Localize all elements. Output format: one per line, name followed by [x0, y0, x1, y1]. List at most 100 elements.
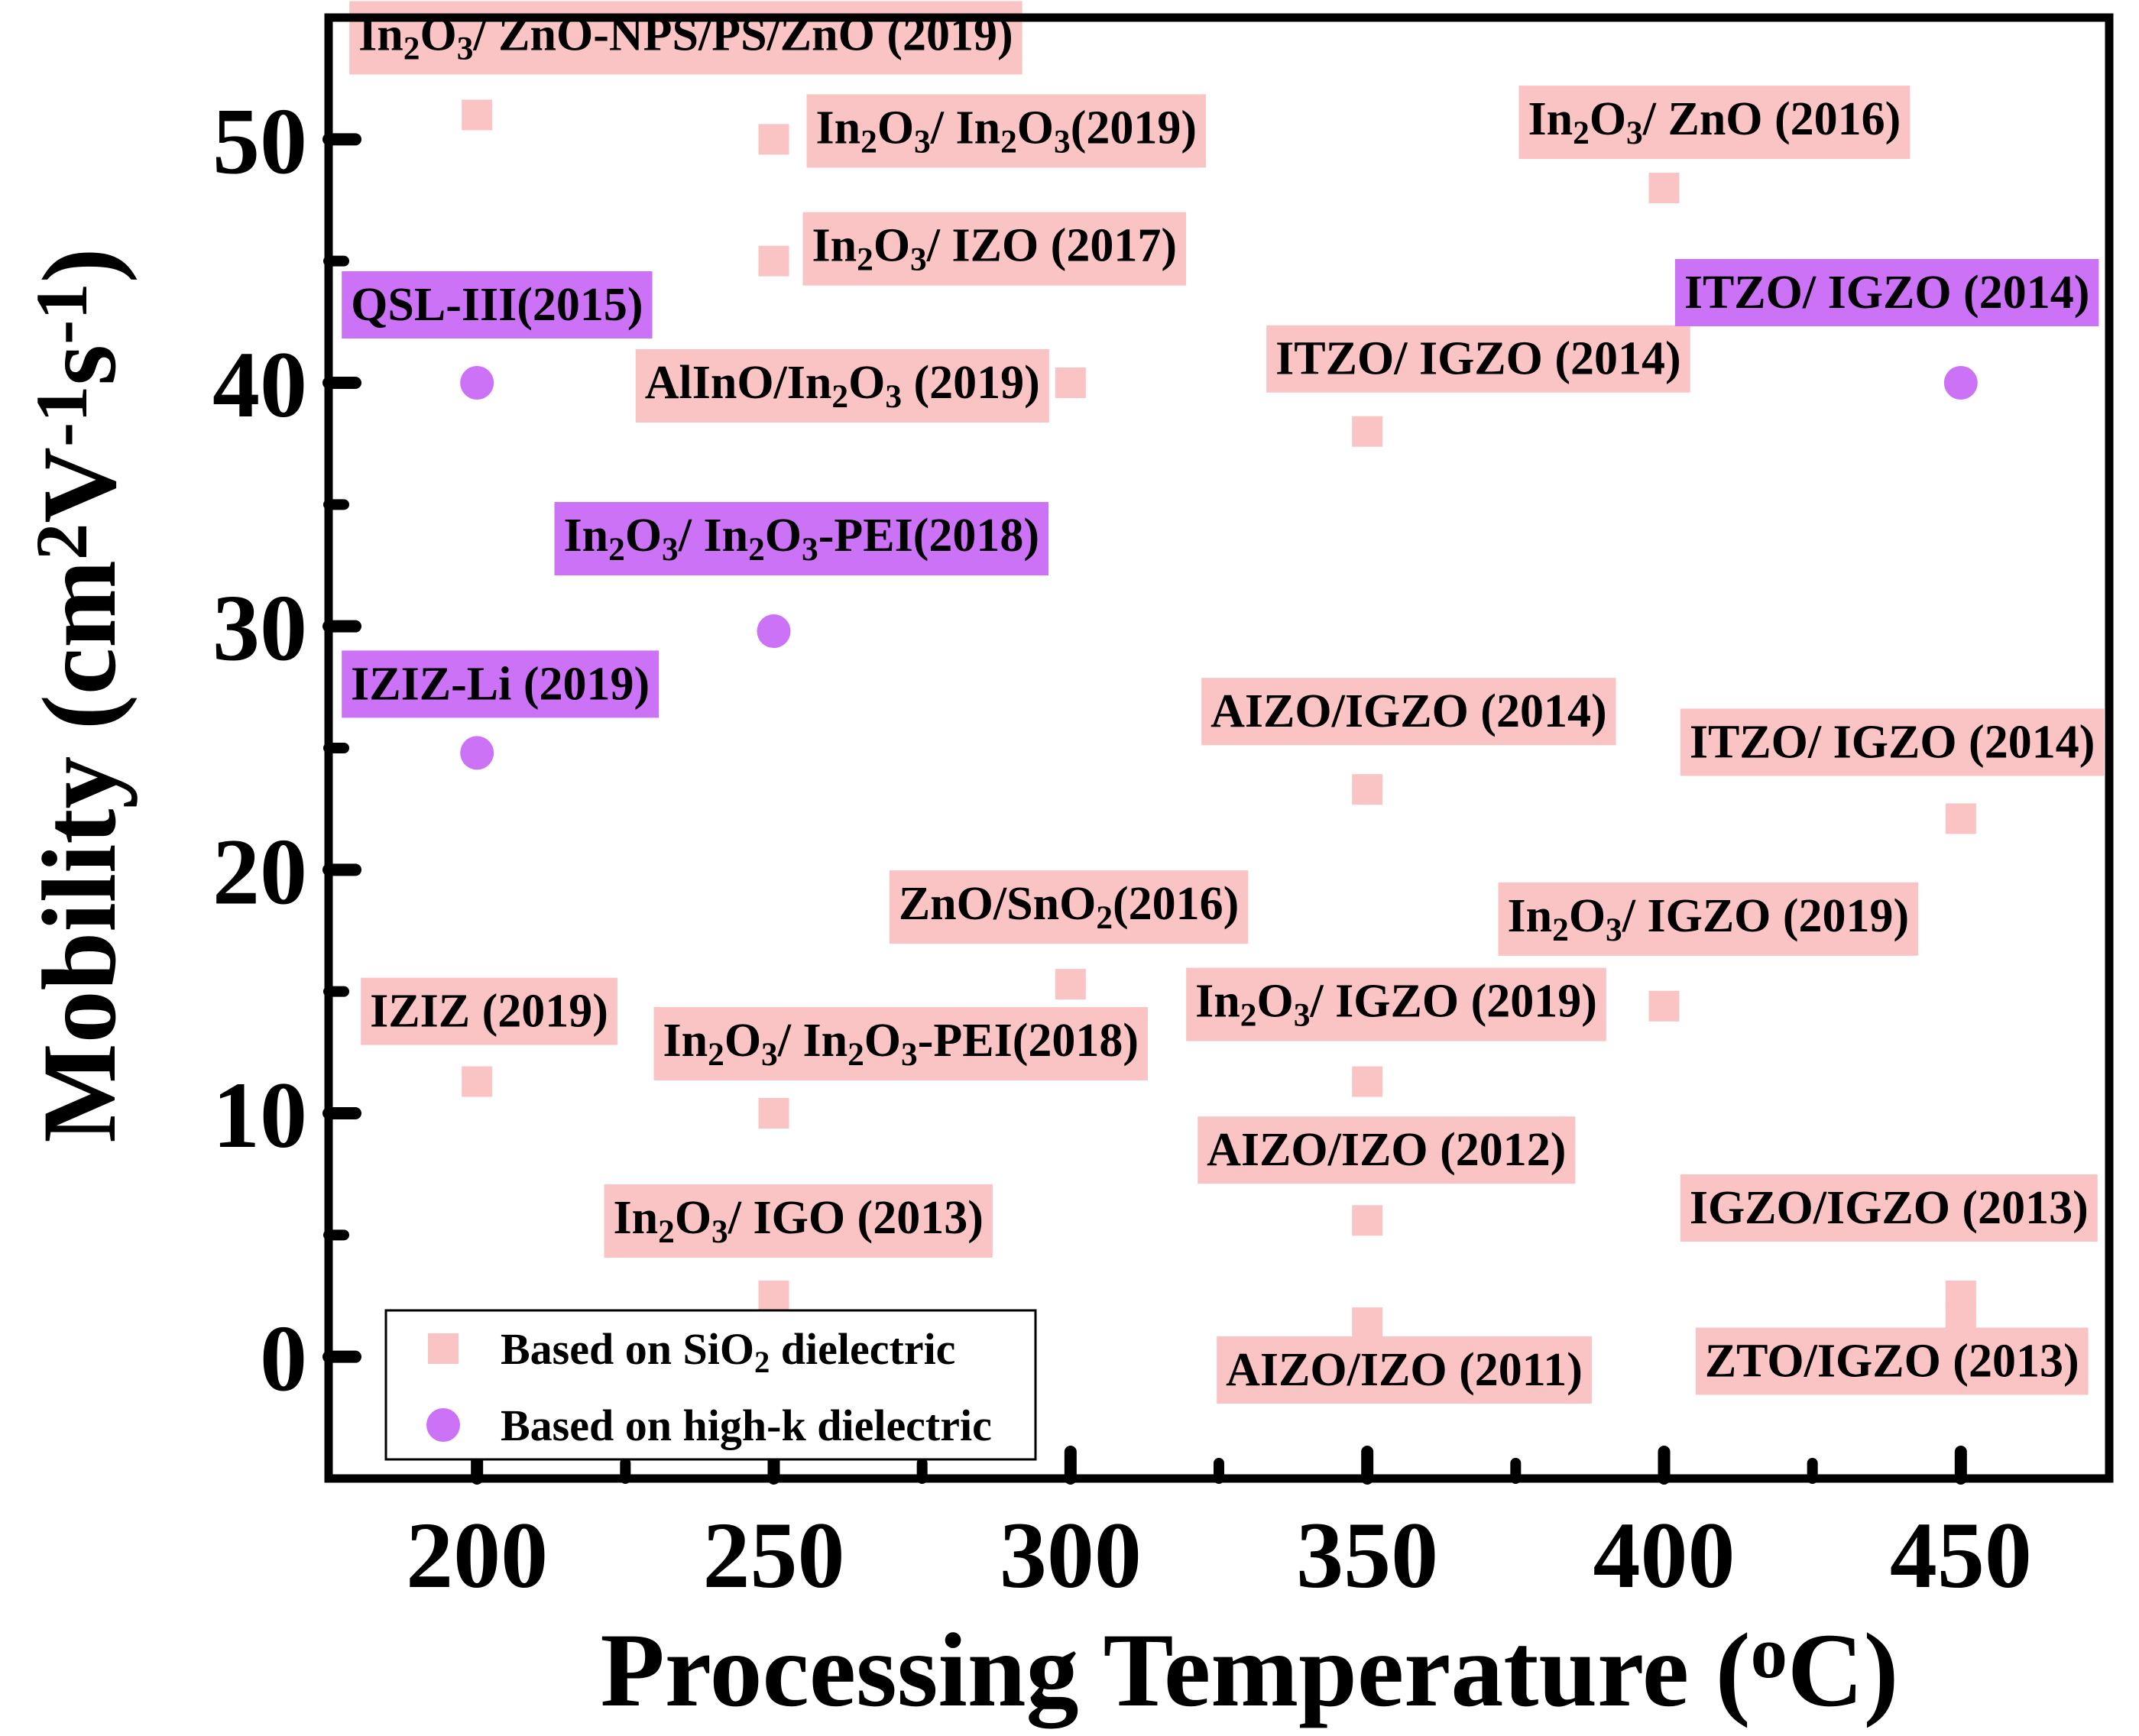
point-label-layer: In2O3/ ZnO-NPS/PS/ZnO (2019)In2O3/ In2O3… — [342, 1, 2105, 1404]
point-label-text: ITZO/ IGZO (2014) — [1275, 333, 1681, 385]
legend-label: Based on SiO2 dielectric — [501, 1324, 955, 1379]
text-part: O — [765, 510, 802, 562]
sio2-point-label: IZIZ (2019) — [361, 977, 617, 1045]
text-part: Based on high-k dielectric — [501, 1401, 992, 1450]
text-part: / In — [930, 102, 1000, 154]
x-tick-label: 200 — [406, 1503, 548, 1608]
text-part: 2 — [860, 123, 877, 160]
point-label-text: IZIZ (2019) — [370, 986, 608, 1038]
legend-label: Based on high-k dielectric — [501, 1401, 992, 1450]
label-background — [361, 977, 617, 1045]
sio2-point-label: AIZO/IZO (2012) — [1198, 1116, 1576, 1184]
text-part: O — [1017, 102, 1054, 154]
point-label-text: IGZO/IGZO (2013) — [1690, 1182, 2089, 1234]
text-part: 3 — [1054, 123, 1071, 160]
text-part: Based on SiO — [501, 1324, 754, 1374]
sio2-point-label: In2O3/ IZO (2017) — [802, 212, 1186, 286]
text-part: 3 — [1626, 115, 1643, 151]
highk-point-label: ITZO/ IGZO (2014) — [1674, 259, 2099, 326]
text-part: 2 — [857, 241, 873, 278]
highk-point-label: In2O3/ In2O3-PEI(2018) — [554, 502, 1049, 576]
text-part: O — [625, 510, 662, 562]
text-part: In — [812, 220, 857, 272]
sio2-square-point — [1055, 969, 1086, 1000]
y-axis-title-part: s — [21, 345, 138, 386]
legend-entry-highk: Based on high-k dielectric — [426, 1401, 992, 1450]
y-tick-label: 20 — [212, 819, 307, 924]
text-part: 3 — [457, 30, 474, 66]
text-part: ITZO/ IGZO (2014) — [1690, 716, 2095, 768]
label-background — [1674, 259, 2099, 326]
sio2-point-label: In2O3/ In2O3-PEI(2018) — [653, 1007, 1149, 1081]
text-part: AlInO/In — [645, 357, 832, 409]
text-part: ZnO/SnO — [899, 878, 1096, 930]
text-part: / IZO (2017) — [926, 220, 1177, 272]
sio2-point-label: In2O3/ In2O3(2019) — [806, 94, 1207, 168]
sio2-point-label: In2O3/ IGZO (2019) — [1498, 882, 1919, 956]
y-axis-title-part: 2 — [21, 523, 102, 560]
sio2-point-label: ITZO/ IGZO (2014) — [1680, 708, 2105, 776]
text-part: 3 — [662, 531, 679, 568]
x-axis-title-main: Processing Temperature ( — [601, 1611, 1751, 1728]
x-tick-label: 400 — [1593, 1503, 1736, 1608]
sio2-square-point — [1352, 1205, 1383, 1236]
sio2-square-point — [1648, 990, 1680, 1022]
text-part: -PEI(2018) — [918, 1015, 1139, 1067]
text-part: 2 — [1573, 115, 1590, 151]
text-part: O — [873, 220, 910, 272]
text-part: 2 — [608, 531, 625, 568]
text-part: 3 — [1606, 912, 1622, 948]
label-background — [802, 212, 1186, 286]
sio2-square-point — [1945, 1300, 1976, 1331]
text-part: ZTO/IGZO (2013) — [1705, 1335, 2079, 1387]
x-tick-label: 250 — [703, 1503, 845, 1608]
sio2-square-point — [1945, 803, 1976, 834]
text-part: (2019) — [902, 357, 1040, 409]
text-part: 3 — [910, 241, 927, 278]
label-background — [349, 1, 1023, 75]
text-part: In — [816, 102, 861, 154]
y-tick-label: 40 — [212, 332, 307, 437]
label-background — [889, 870, 1249, 944]
text-part: (2019) — [1071, 102, 1197, 154]
y-axis-title-part: ) — [21, 248, 138, 283]
label-background — [1695, 1327, 2089, 1395]
label-background — [342, 650, 660, 718]
sio2-square-point — [758, 1098, 789, 1129]
point-label-text: In2O3/ IGO (2013) — [614, 1192, 984, 1250]
sio2-square-point — [1352, 1066, 1383, 1097]
point-label-text: AIZO/IZO (2012) — [1207, 1124, 1566, 1176]
y-tick-label: 0 — [260, 1307, 307, 1411]
text-part: 2 — [658, 1213, 675, 1250]
text-part: 2 — [754, 1345, 770, 1379]
highk-point-label: QSL-III(2015) — [342, 271, 653, 338]
y-axis-title: Mobility (cm2V-1s-1) — [21, 248, 138, 1142]
x-tick-label: 350 — [1296, 1503, 1438, 1608]
point-label-text: ZTO/IGZO (2013) — [1705, 1335, 2079, 1387]
y-axis-title-part: -1 — [21, 283, 102, 344]
y-axis-title-part: Mobility (cm — [21, 560, 138, 1143]
x-tick-label: 450 — [1890, 1503, 2032, 1608]
text-part: QSL-III(2015) — [351, 279, 643, 331]
x-tick-label: 300 — [1000, 1503, 1142, 1608]
highk-circle-point — [757, 614, 791, 649]
sio2-square-point — [1055, 368, 1086, 398]
sio2-square-point — [1648, 173, 1680, 204]
sio2-square-point — [1352, 416, 1383, 447]
text-part: 3 — [914, 123, 931, 160]
text-part: O — [1590, 93, 1626, 145]
sio2-square-point — [758, 1281, 789, 1311]
text-part: 2 — [1240, 997, 1257, 1034]
text-part: AIZO/IZO (2011) — [1226, 1344, 1583, 1396]
label-background — [1198, 1116, 1576, 1184]
text-part: / ZnO (2016) — [1642, 93, 1901, 145]
label-background — [1186, 967, 1606, 1041]
text-part: 3 — [901, 1036, 918, 1073]
text-part: AIZO/IZO (2012) — [1207, 1124, 1566, 1176]
text-part: In — [564, 510, 609, 562]
text-part: / In — [678, 510, 748, 562]
sio2-point-label: In2O3/ ZnO-NPS/PS/ZnO (2019) — [349, 1, 1023, 75]
sio2-point-label: In2O3/ IGO (2013) — [604, 1184, 993, 1258]
sio2-point-label: In2O3/ IGZO (2019) — [1186, 967, 1606, 1041]
